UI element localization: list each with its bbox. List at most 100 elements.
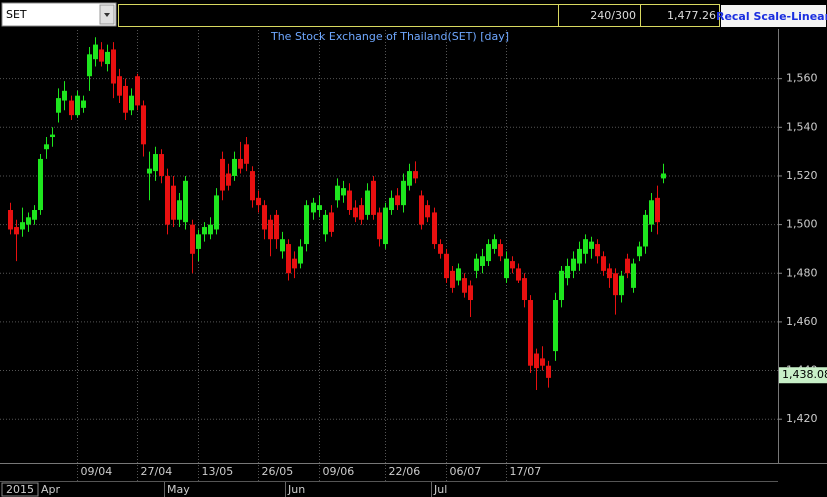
candle-body [534,353,539,369]
candle-body [196,234,201,249]
candle-body [577,248,582,264]
candle-body [14,227,19,235]
candle-body [129,95,134,111]
candle-body [559,270,564,301]
candle-body [323,214,328,235]
candle-body [389,197,394,211]
candle-body [571,258,576,271]
candle-body [232,158,237,176]
candle-body [81,100,86,108]
candle-body [286,244,291,274]
price-marker-label: 1,438.08 [782,368,827,381]
candle-body [183,180,188,223]
candle-body [280,239,285,252]
price-box [640,4,720,27]
candle-body [190,224,195,254]
candle-body [341,188,346,196]
candle-body [425,205,430,218]
candle-body [377,212,382,240]
y-tick-label: 1,500 [786,218,818,231]
y-tick-label: 1,540 [786,120,818,133]
candle-body [456,268,461,281]
candle-body [238,158,243,169]
candle-body [401,180,406,206]
candle-body [226,173,231,186]
symbol-dropdown[interactable] [1,2,117,27]
candle-body [171,185,176,220]
month-label: Apr [41,483,61,496]
month-label: May [167,483,190,496]
candle-body [631,263,636,288]
y-tick-label: 1,560 [786,72,818,85]
candle-body [601,256,606,271]
candle-body [353,207,358,218]
candle-body [141,105,146,145]
candle-body [468,285,473,301]
candle-body [444,253,449,279]
candle-body [450,270,455,288]
candle-body [111,49,116,84]
candle-body [123,85,128,113]
candle-body [649,200,654,225]
dropdown-arrow [104,13,110,17]
y-tick-label: 1,480 [786,266,818,279]
candle-body [371,180,376,215]
candle-body [147,168,152,174]
candle-body [177,200,182,220]
candle-body [214,195,219,230]
symbol: SET [6,8,27,21]
x-tick-label: 27/04 [141,465,173,478]
candle-body [522,278,527,301]
candle-body [87,54,92,77]
x-tick-label: 13/05 [202,465,234,478]
candle-body [220,158,225,191]
x-tick-label: 06/07 [450,465,482,478]
candle-body [347,190,352,211]
candle-body [202,227,207,235]
y-tick-label: 1,420 [786,412,818,425]
candle-body [208,224,213,235]
candle-body [20,222,25,230]
candle-body [8,210,13,230]
y-tick-label: 1,460 [786,315,818,328]
candle-body [292,258,297,269]
candle-body [135,76,140,106]
counter: 240/300 [590,9,636,22]
candle-body [589,241,594,249]
year-box [1,482,39,497]
candle-body [432,212,437,245]
candle-body [540,358,545,366]
candle-body [613,273,618,296]
candle-body [32,210,37,220]
candle-body [607,268,612,279]
candle-body [75,95,80,116]
candle-body [268,219,273,240]
candle-body [438,244,443,254]
candle-body [565,265,570,279]
x-tick-label: 09/04 [81,465,113,478]
candle-body [304,205,309,245]
candle-body [595,244,600,257]
candle-body [462,278,467,293]
candle-body [516,268,521,281]
candle-body [492,239,497,249]
recal-label: Recal Scale-Linear [716,10,827,23]
candle-body [395,195,400,206]
candle-body [56,98,61,113]
candle-body [311,202,316,213]
x-tick-label: 22/06 [389,465,421,478]
chart-title: The Stock Exchange of Thailand(SET) [day… [270,30,509,43]
candle-body [365,190,370,215]
recal-button[interactable] [721,5,826,27]
month-label: Jun [287,483,305,496]
candle-body [26,217,31,225]
candle-body [50,134,55,138]
candle-body [383,207,388,245]
candle-body [510,261,515,269]
candle-body [498,244,503,257]
candle-body [625,258,630,274]
candle-body [159,154,164,176]
candle-body [262,205,267,230]
candle-body [619,275,624,296]
